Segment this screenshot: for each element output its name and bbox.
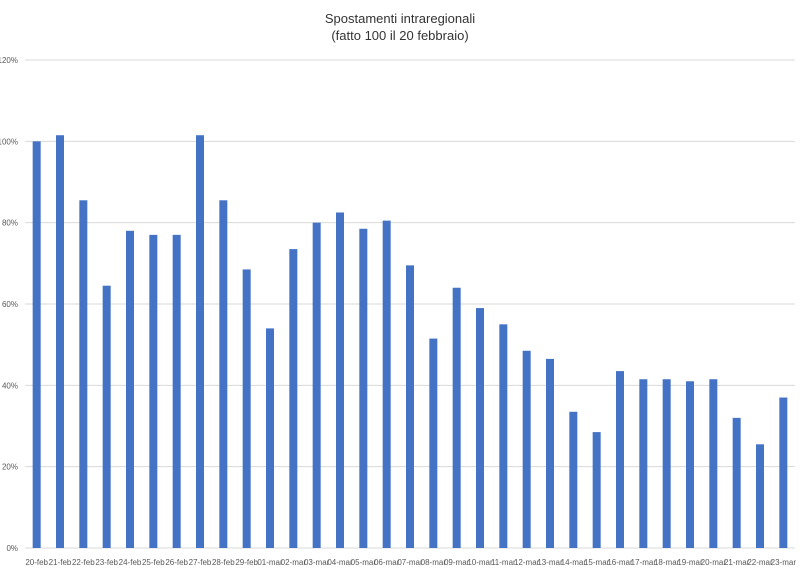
chart-title-block: Spostamenti intraregionali (fatto 100 il… xyxy=(0,10,800,44)
x-tick-label: 21-mar xyxy=(724,558,750,567)
x-tick-label: 04-mar xyxy=(327,558,353,567)
bar-22-mar xyxy=(756,444,764,548)
y-tick-label: 0% xyxy=(6,544,18,553)
x-tick-label: 26-feb xyxy=(165,558,188,567)
x-tick-label: 20-mar xyxy=(701,558,727,567)
y-tick-label: 60% xyxy=(2,300,18,309)
bar-04-mar xyxy=(336,212,344,548)
x-tick-label: 27-feb xyxy=(189,558,212,567)
x-axis-ticks: 20-feb 21-feb 22-feb 23-feb 24-feb 25-feb 26-f… xyxy=(25,558,796,567)
x-tick-label: 03-mar xyxy=(304,558,330,567)
bar-23-feb xyxy=(102,285,111,548)
x-tick-label: 29-feb xyxy=(235,558,258,567)
bar-09-mar xyxy=(452,287,461,548)
bar-11-mar xyxy=(499,324,508,548)
bars xyxy=(32,135,788,549)
bar-26-feb xyxy=(172,234,181,548)
x-tick-label: 02-mar xyxy=(281,558,307,567)
x-tick-label: 15-mar xyxy=(584,558,610,567)
bar-28-feb xyxy=(219,200,228,549)
bar-17-mar xyxy=(639,379,648,548)
bar-27-feb xyxy=(196,135,204,548)
x-tick-label: 23-mar xyxy=(771,558,797,567)
x-tick-label: 12-mar xyxy=(514,558,540,567)
bar-25-feb xyxy=(149,234,158,548)
bar-22-feb xyxy=(79,200,88,549)
x-tick-label: 01-mar xyxy=(257,558,283,567)
bar-23-mar xyxy=(779,397,788,548)
x-tick-label: 22-mar xyxy=(747,558,773,567)
x-tick-label: 24-feb xyxy=(119,558,142,567)
x-tick-label: 05-mar xyxy=(351,558,377,567)
bar-19-mar xyxy=(686,381,694,548)
chart-subtitle: (fatto 100 il 20 febbraio) xyxy=(331,28,469,43)
bar-29-feb xyxy=(242,269,251,548)
bar-15-mar xyxy=(592,432,601,548)
x-tick-label: 21-feb xyxy=(49,558,72,567)
x-tick-label: 06-mar xyxy=(374,558,400,567)
bar-07-mar xyxy=(406,265,414,548)
y-axis-ticks: 0% 20% 40% 60% 80% 100% 120% xyxy=(0,56,18,553)
bar-05-mar xyxy=(359,228,368,548)
x-tick-label: 17-mar xyxy=(631,558,657,567)
bar-03-mar xyxy=(312,222,321,548)
x-tick-label: 10-mar xyxy=(467,558,493,567)
y-tick-label: 120% xyxy=(0,56,18,65)
bar-06-mar xyxy=(382,220,391,548)
bar-13-mar xyxy=(546,358,554,548)
x-tick-label: 08-mar xyxy=(421,558,447,567)
y-tick-label: 100% xyxy=(0,137,18,146)
bar-21-feb xyxy=(56,135,64,548)
x-tick-label: 11-mar xyxy=(491,558,516,567)
bar-24-feb xyxy=(126,230,134,549)
y-tick-label: 80% xyxy=(2,219,18,228)
x-tick-label: 16-mar xyxy=(607,558,633,567)
x-tick-label: 09-mar xyxy=(444,558,470,567)
bar-08-mar xyxy=(429,338,438,548)
bar-12-mar xyxy=(522,350,531,548)
y-tick-label: 40% xyxy=(2,381,18,390)
x-tick-label: 19-mar xyxy=(677,558,703,567)
x-tick-label: 13-mar xyxy=(537,558,563,567)
y-tick-label: 20% xyxy=(2,463,18,472)
bar-14-mar xyxy=(569,411,578,548)
x-tick-label: 20-feb xyxy=(25,558,48,567)
bar-21-mar xyxy=(732,417,741,548)
bar-18-mar xyxy=(662,379,671,548)
chart-title: Spostamenti intraregionali xyxy=(324,11,476,26)
x-tick-label: 18-mar xyxy=(654,558,680,567)
bar-20-mar xyxy=(709,379,718,548)
x-tick-label: 07-mar xyxy=(397,558,423,567)
x-tick-label: 22-feb xyxy=(72,558,95,567)
bar-16-mar xyxy=(616,371,624,548)
bar-01-mar xyxy=(266,328,274,548)
bar-20-feb xyxy=(32,141,41,549)
bar-02-mar xyxy=(289,249,298,548)
x-tick-label: 25-feb xyxy=(142,558,165,567)
x-tick-label: 14-mar xyxy=(561,558,587,567)
x-tick-label: 28-feb xyxy=(212,558,235,567)
bar-10-mar xyxy=(476,308,484,548)
x-tick-label: 23-feb xyxy=(95,558,118,567)
